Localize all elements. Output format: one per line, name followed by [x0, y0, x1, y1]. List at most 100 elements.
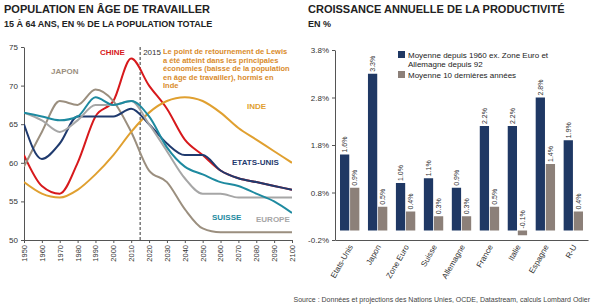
data-label: 0.5%: [379, 189, 386, 205]
tick-mark: [21, 240, 24, 241]
plot-area: [340, 74, 583, 236]
tick-mark: [149, 240, 150, 243]
tick-label: Suisse: [419, 243, 439, 269]
tick: R-U: [564, 243, 579, 260]
text-line: Inde: [163, 81, 178, 90]
axis-line: [25, 240, 293, 241]
data-label: 2.8%: [537, 80, 544, 96]
bar: [452, 188, 461, 231]
tick-label: 2100: [288, 245, 297, 262]
data-label: 0.3%: [463, 198, 470, 214]
tick-label: 2090: [270, 245, 279, 262]
bar: [480, 126, 489, 231]
legend-swatch: [398, 71, 405, 78]
series-label: JAPON: [51, 67, 79, 76]
tick: 0.8%: [311, 189, 335, 198]
tick: 2030: [163, 240, 172, 262]
legend: Moyenne depuis 1960 ex. Zone Euro etAlle…: [398, 51, 549, 80]
chart-subtitle: 15 À 64 ANS, EN % DE LA POPULATION TOTAL…: [4, 19, 212, 29]
tick-mark: [95, 240, 96, 243]
tick-mark: [203, 240, 204, 243]
tick-label: 1970: [56, 245, 65, 262]
series-line: [24, 59, 292, 194]
bar: [340, 155, 349, 231]
data-label: 0.9%: [453, 170, 460, 186]
tick-mark: [42, 240, 43, 243]
tick-label: Allemagne: [440, 243, 467, 281]
tick-mark: [332, 98, 335, 99]
tick-mark: [60, 240, 61, 243]
bar: [564, 140, 573, 230]
tick: 2020: [145, 240, 154, 262]
source-note: Source : Données et projections des Nati…: [294, 296, 591, 304]
tick-label: 2080: [252, 245, 261, 262]
data-label: 2.2%: [509, 108, 516, 124]
tick-mark: [185, 240, 186, 243]
text-line: Moyenne 10 dernières années: [408, 71, 516, 80]
series-line: [24, 97, 292, 197]
series-line: [24, 97, 292, 213]
tick-label: 2070: [234, 245, 243, 262]
series-label: EUROPE: [256, 215, 290, 224]
tick: 55: [9, 197, 24, 206]
tick: 2040: [181, 240, 190, 262]
reference-label: 2015: [143, 48, 161, 57]
bar: [518, 231, 527, 236]
tick-mark: [332, 240, 335, 241]
tick-mark: [332, 193, 335, 194]
tick-label: 70: [9, 82, 18, 91]
chart-subtitle: EN %: [308, 19, 331, 29]
tick: Etats-Unis: [329, 243, 355, 279]
legend-label: Moyenne depuis 1960 ex. Zone Euro etAlle…: [408, 51, 549, 69]
tick: Italie: [507, 243, 524, 263]
bar: [406, 212, 415, 231]
tick-label: 65: [9, 120, 18, 129]
data-label: 0.5%: [491, 189, 498, 205]
data-label: 1.4%: [547, 146, 554, 162]
series-label: CHINE: [100, 48, 126, 57]
text-line: Moyenne depuis 1960 ex. Zone Euro et: [408, 51, 549, 60]
annotation: Le point de retournement de Lewisa été a…: [163, 47, 290, 90]
tick: -0.2%: [308, 236, 335, 245]
tick-label: -0.2%: [308, 236, 329, 245]
tick: 2070: [234, 240, 243, 262]
tick-label: 55: [9, 197, 18, 206]
tick-label: 3.8%: [311, 46, 329, 55]
series-label: SUISSE: [212, 213, 242, 222]
axis: -0.2%0.8%1.8%2.8%3.8%: [308, 46, 335, 245]
tick: 1950: [20, 240, 29, 262]
series-line: [24, 89, 292, 232]
bar: [368, 74, 377, 231]
tick-label: 2060: [216, 245, 225, 262]
tick-label: 2000: [109, 245, 118, 262]
axis-line: [24, 48, 25, 241]
tick: 70: [9, 82, 24, 91]
tick: France: [475, 243, 496, 270]
axis: 1950196019701980199020002010202020302040…: [20, 240, 297, 262]
tick: 1970: [56, 240, 65, 262]
tick: 65: [9, 120, 24, 129]
axis-line: [335, 51, 336, 241]
tick: Zone Euro: [385, 243, 412, 280]
tick-mark: [131, 240, 132, 243]
bar: [378, 207, 387, 231]
data-label: 0.3%: [435, 198, 442, 214]
tick-mark: [332, 145, 335, 146]
tick-label: 0.8%: [311, 189, 329, 198]
bar: [350, 188, 359, 231]
tick-mark: [78, 240, 79, 243]
tick-label: 1.8%: [311, 141, 329, 150]
tick-mark: [21, 86, 24, 87]
reference-line: [140, 47, 141, 240]
tick-mark: [21, 201, 24, 202]
tick: 2100: [288, 240, 297, 262]
tick-label: 1950: [20, 245, 29, 262]
data-label: 2.2%: [481, 108, 488, 124]
legend-item: Moyenne depuis 1960 ex. Zone Euro etAlle…: [398, 51, 549, 69]
data-label: 3.3%: [369, 56, 376, 72]
tick-label: 2020: [145, 245, 154, 262]
chart-title: CROISSANCE ANNUELLE DE LA PRODUCTIVITÉ: [308, 3, 564, 15]
tick-label: 1980: [74, 245, 83, 262]
tick: 2090: [270, 240, 279, 262]
text-line: en âge de travailler), hormis en: [163, 73, 274, 82]
